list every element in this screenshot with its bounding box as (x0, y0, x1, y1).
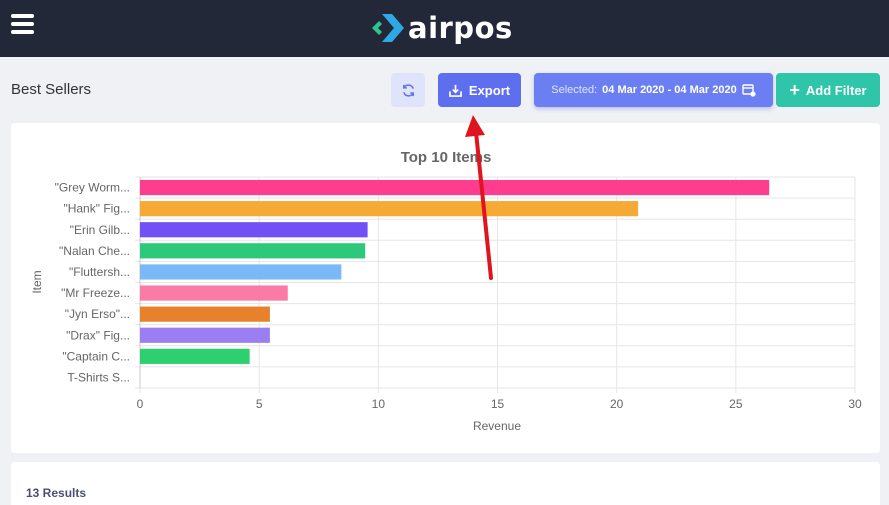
y-tick-label: "Erin Gilb... (70, 223, 130, 237)
top-navigation-bar: airpos (0, 0, 889, 57)
bar[interactable] (140, 222, 368, 238)
x-tick-label: 25 (729, 397, 743, 411)
bar[interactable] (140, 306, 270, 322)
refresh-icon (402, 83, 414, 97)
y-tick-label: "Fluttersh... (69, 265, 130, 279)
x-tick-label: 20 (610, 397, 624, 411)
export-label: Export (468, 82, 511, 98)
add-filter-label: Add Filter (805, 82, 867, 98)
y-tick-label: "Jyn Erso"... (65, 307, 130, 321)
x-tick-label: 5 (256, 397, 263, 411)
bar[interactable] (140, 264, 342, 280)
airpos-logo-mark-icon (372, 14, 404, 42)
x-tick-label: 0 (137, 397, 144, 411)
bar[interactable] (140, 243, 366, 259)
y-tick-label: T-Shirts S... (67, 370, 130, 384)
bar[interactable] (140, 348, 250, 364)
date-range-value: 04 Mar 2020 - 04 Mar 2020 (602, 84, 737, 96)
refresh-button[interactable] (391, 73, 425, 107)
bar[interactable] (140, 327, 270, 343)
y-tick-label: "Drax" Fig... (66, 328, 130, 342)
top-items-bar-chart: 0 5 10 15 20 25 30 "Grey Worm... "Hank" Fig... "E… (30, 149, 862, 433)
download-icon (448, 84, 462, 97)
y-axis-title: Item (30, 270, 44, 293)
x-tick-label: 10 (372, 397, 386, 411)
airpos-logo[interactable]: airpos (370, 11, 513, 45)
export-button[interactable]: Export (438, 73, 521, 107)
y-tick-label: "Mr Freeze... (61, 286, 130, 300)
date-prefix-label: Selected: (551, 84, 598, 96)
bar[interactable] (140, 201, 639, 217)
add-filter-button[interactable]: + Add Filter (776, 73, 880, 107)
chart-card: 0 5 10 15 20 25 30 "Grey Worm... "Hank" Fig... "E… (11, 123, 880, 453)
date-range-button[interactable]: Selected: 04 Mar 2020 - 04 Mar 2020 (534, 73, 773, 107)
x-tick-label: 30 (848, 397, 862, 411)
plus-icon: + (789, 80, 800, 100)
chart-title: Top 10 Items (401, 149, 492, 166)
bar[interactable] (140, 179, 770, 196)
hamburger-menu-icon[interactable] (11, 14, 34, 38)
y-tick-label: "Hank" Fig... (63, 202, 130, 216)
page-title: Best Sellers (11, 81, 92, 98)
y-tick-label: "Captain C... (62, 349, 130, 363)
logo-text: airpos (408, 11, 513, 45)
x-tick-label: 15 (491, 397, 505, 411)
results-card: 13 Results (11, 462, 880, 505)
y-tick-label: "Grey Worm... (55, 181, 130, 195)
bar[interactable] (140, 285, 288, 301)
y-tick-label: "Nalan Che... (59, 244, 130, 258)
results-count: 13 Results (26, 486, 87, 500)
x-axis-title: Revenue (473, 419, 521, 433)
calendar-icon (742, 84, 756, 97)
